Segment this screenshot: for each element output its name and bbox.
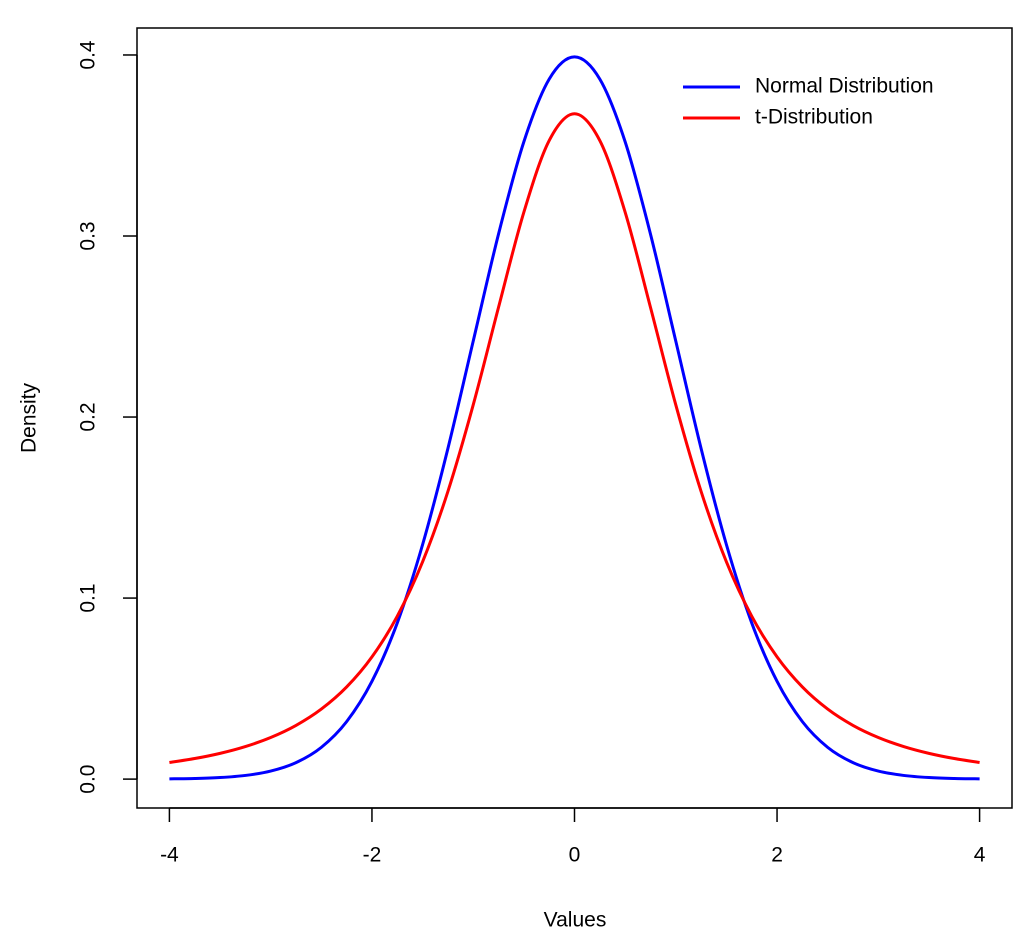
x-axis-label: Values <box>544 909 607 932</box>
y-tick-label: 0.3 <box>77 221 100 250</box>
y-tick-label: 0.4 <box>77 40 100 70</box>
y-tick-label: 0.1 <box>77 583 100 612</box>
series-line <box>169 112 980 765</box>
y-axis-label: Density <box>18 382 41 453</box>
y-tick-label: 0.2 <box>77 402 100 431</box>
x-tick-label: 4 <box>974 844 986 867</box>
x-tick-label: -4 <box>160 844 179 867</box>
series-line <box>169 55 980 781</box>
x-tick-label: 0 <box>569 844 581 867</box>
x-tick-label: -2 <box>363 844 382 867</box>
x-tick-label: 2 <box>771 844 783 867</box>
plot-frame <box>136 27 1013 809</box>
legend-label: Normal Distribution <box>755 75 934 98</box>
y-tick-label: 0.0 <box>77 765 100 794</box>
legend-label: t-Distribution <box>755 106 873 129</box>
